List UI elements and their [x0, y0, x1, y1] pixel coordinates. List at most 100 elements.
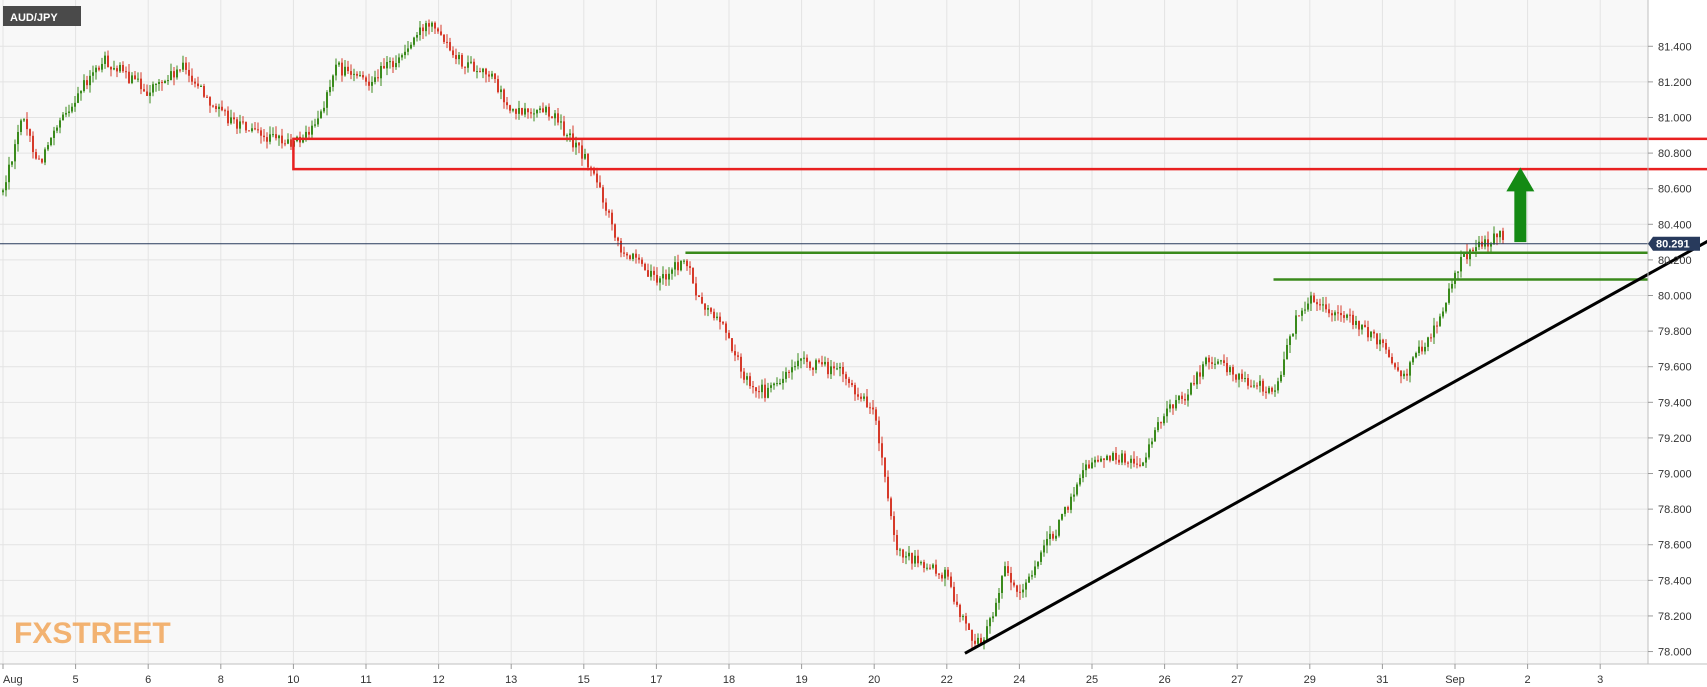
candle-body	[1184, 399, 1186, 401]
candle-body	[350, 71, 352, 75]
candle-body	[1424, 346, 1426, 352]
candle-body	[689, 266, 691, 268]
candle-body	[434, 22, 436, 29]
candle-body	[1361, 324, 1363, 330]
candle-body	[311, 125, 313, 135]
x-tick-label: Aug	[3, 674, 23, 686]
candle-body	[482, 68, 484, 73]
candle-body	[1301, 310, 1303, 316]
candle-body	[1043, 545, 1045, 553]
resistance-zone-box[interactable]	[292, 137, 1707, 171]
candle-body	[857, 394, 859, 397]
candle-body	[749, 376, 751, 387]
candle-body	[1409, 362, 1411, 376]
candle-body	[1172, 404, 1174, 409]
candle-body	[587, 154, 589, 168]
candle-body	[104, 55, 106, 64]
plot-area	[0, 0, 1648, 664]
candle-body	[1097, 459, 1099, 462]
candle-body	[845, 374, 847, 379]
candle-body	[596, 173, 598, 183]
x-tick-label: 11	[360, 674, 371, 686]
candle-body	[593, 169, 595, 174]
candle-body	[926, 567, 928, 569]
candle-body	[50, 137, 52, 146]
candle-body	[167, 80, 169, 82]
candle-body	[962, 616, 964, 618]
target-arrow[interactable]	[1506, 167, 1535, 243]
candle-body	[374, 77, 376, 82]
uptrend-line[interactable]	[964, 178, 1707, 655]
candle-body	[44, 149, 46, 163]
candle-body	[566, 135, 568, 137]
candle-body	[1091, 462, 1093, 469]
candle-body	[305, 131, 307, 138]
candle-body	[1484, 239, 1486, 247]
candle-body	[65, 113, 67, 115]
candle-body	[692, 267, 694, 284]
candle-body	[1073, 494, 1075, 497]
candle-body	[143, 89, 145, 92]
candle-body	[977, 637, 979, 644]
candle-body	[866, 396, 868, 408]
candle-body	[743, 371, 745, 380]
candle-body	[638, 257, 640, 260]
y-tick-label: 78.800	[1658, 504, 1692, 516]
candle-body	[641, 259, 643, 264]
candle-body	[209, 97, 211, 106]
candle-body	[1433, 325, 1435, 338]
candle-body	[464, 66, 466, 68]
candle-body	[176, 69, 178, 78]
candle-body	[872, 407, 874, 410]
candle-body	[89, 75, 91, 86]
candle-body	[827, 361, 829, 375]
candle-body	[1283, 359, 1285, 375]
candle-body	[893, 516, 895, 536]
candle-body	[137, 78, 139, 80]
candle-body	[1049, 533, 1051, 539]
candle-body	[1211, 362, 1213, 364]
candle-body	[158, 82, 160, 84]
candle-body	[629, 255, 631, 260]
candle-body	[881, 443, 883, 458]
candle-body	[119, 64, 121, 72]
candle-body	[1364, 324, 1366, 328]
candle-body	[410, 44, 412, 49]
candle-body	[1436, 325, 1438, 327]
candle-body	[683, 260, 685, 262]
candle-body	[1490, 243, 1492, 247]
candle-body	[554, 113, 556, 119]
candle-body	[662, 274, 664, 279]
candle-body	[1478, 241, 1480, 248]
candle-body	[1157, 422, 1159, 431]
candle-body	[1430, 337, 1432, 339]
candle-body	[1148, 444, 1150, 458]
candle-body	[710, 308, 712, 312]
candle-body	[1325, 304, 1327, 310]
candle-body	[155, 83, 157, 85]
candle-body	[1334, 312, 1336, 316]
candle-body	[401, 55, 403, 58]
candle-body	[986, 626, 988, 640]
x-tick-label: 8	[218, 674, 224, 686]
candle-body	[260, 130, 262, 136]
candle-body	[1472, 249, 1474, 252]
candle-body	[1385, 343, 1387, 350]
candle-body	[1439, 316, 1441, 326]
candle-body	[548, 106, 550, 117]
candle-body	[23, 119, 25, 121]
candle-body	[1076, 484, 1078, 495]
candle-body	[1487, 239, 1489, 247]
candle-body	[1142, 462, 1144, 466]
candle-body	[935, 564, 937, 574]
candle-body	[581, 145, 583, 159]
candle-body	[530, 112, 532, 114]
candle-body	[1376, 333, 1378, 345]
candle-body	[1316, 302, 1318, 305]
candle-body	[128, 71, 130, 83]
candle-body	[161, 82, 163, 84]
candle-body	[353, 73, 355, 75]
candle-body	[992, 616, 994, 619]
